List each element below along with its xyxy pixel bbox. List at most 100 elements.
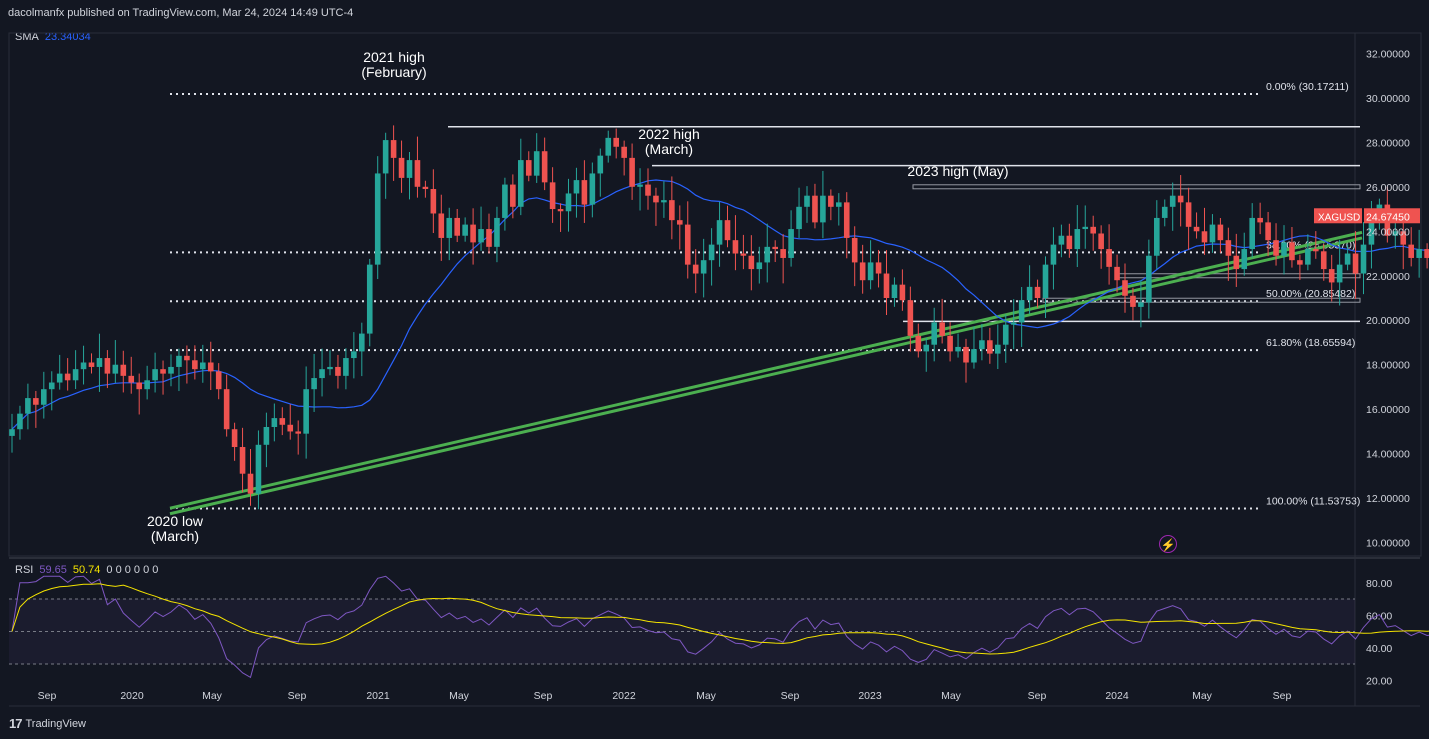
candle-body	[1185, 202, 1192, 227]
candle-body	[96, 358, 103, 367]
candle-body	[17, 413, 23, 430]
price-tick-label: 28.00000	[1366, 137, 1410, 149]
candle-body	[851, 237, 858, 263]
annotation-line2: (March)	[151, 528, 199, 544]
candle-body	[494, 217, 500, 247]
candle-body	[963, 346, 969, 363]
annotation-line1: 2021 high	[363, 49, 425, 65]
time-tick-label: May	[449, 690, 470, 702]
candle-body	[557, 209, 564, 212]
candle-body	[915, 335, 922, 352]
candle-body	[88, 362, 95, 367]
candle-body	[796, 206, 802, 230]
candle-body	[1177, 195, 1184, 203]
rsi-label: RSI	[15, 564, 34, 576]
rsi-legend[interactable]: RSI 59.65 50.74 0 0 0 0 0 0	[15, 564, 158, 576]
last-price-bg	[1364, 208, 1420, 224]
candle-body	[589, 173, 596, 205]
candle-body	[518, 160, 524, 207]
candle-body	[207, 362, 214, 372]
price-tick-label: 26.00000	[1366, 182, 1410, 194]
candle-body	[645, 184, 651, 196]
candle-body	[1050, 244, 1057, 265]
candle-body	[184, 355, 190, 361]
candle-body	[414, 160, 421, 187]
time-tick-label: May	[696, 690, 717, 702]
candle-body	[1368, 217, 1375, 245]
candle-body	[1042, 264, 1049, 298]
price-tick-label: 16.00000	[1366, 404, 1410, 416]
candle-body	[581, 180, 588, 205]
candle-body	[136, 382, 142, 390]
candle-body	[72, 369, 79, 381]
candle-body	[223, 389, 230, 430]
candle-body	[295, 431, 301, 434]
candle-body	[836, 202, 842, 207]
price-pane-frame	[8, 32, 1422, 557]
candle-body	[351, 351, 357, 359]
fib-level-label: 61.80% (18.65594)	[1266, 337, 1355, 349]
candle-body	[1146, 255, 1152, 303]
candle-body	[684, 224, 691, 265]
candle-body	[788, 229, 794, 258]
candle-body	[1408, 244, 1414, 258]
candle-body	[359, 333, 365, 352]
candle-body	[470, 224, 476, 243]
candle-body	[716, 220, 723, 245]
candle-body	[748, 255, 755, 270]
candle-body	[1281, 242, 1287, 256]
candle-body	[971, 349, 977, 363]
candle-body	[1074, 229, 1081, 250]
symbol-tag: XAGUSD	[1318, 212, 1360, 223]
time-tick-label: 2024	[1105, 690, 1129, 702]
time-tick-label: Sep	[288, 690, 307, 702]
candle-body	[525, 160, 532, 176]
candle-body	[1034, 286, 1041, 298]
candle-body	[1328, 269, 1335, 283]
candle-body	[510, 184, 516, 207]
fib-level-label: 100.00% (11.53753)	[1266, 495, 1360, 507]
candle-body	[1138, 302, 1144, 307]
annotation-line1: 2023 high (May)	[907, 163, 1008, 179]
candle-body	[1241, 249, 1248, 270]
candle-body	[398, 157, 405, 178]
sma-value: 23.34034	[44, 31, 91, 43]
candle-body	[732, 240, 739, 254]
candle-body	[303, 389, 309, 434]
flash-icon[interactable]: ⚡	[1159, 535, 1177, 553]
time-tick-label: Sep	[781, 690, 800, 702]
fib-level-label: 50.00% (20.85482)	[1266, 288, 1355, 300]
candle-body	[692, 264, 699, 274]
candle-body	[780, 249, 786, 258]
sma-legend[interactable]: SMA 23.34034	[15, 31, 91, 43]
candle-body	[406, 160, 413, 178]
candle-body	[128, 375, 135, 383]
annotation-line1: 2022 high	[638, 126, 700, 142]
candle-body	[430, 189, 437, 214]
sma-line	[11, 179, 1429, 430]
candle-body	[1066, 235, 1073, 250]
rsi-params: 0 0 0 0 0 0	[106, 564, 159, 576]
candle-body	[502, 184, 508, 218]
candle-body	[987, 340, 993, 354]
candle-body	[1161, 206, 1168, 218]
trendline-gap	[169, 234, 1363, 512]
candle-body	[1058, 235, 1065, 245]
tradingview-footer[interactable]: 17 TradingView	[9, 716, 86, 731]
candle-body	[112, 364, 119, 374]
candle-body	[1313, 249, 1319, 252]
candle-body	[343, 358, 349, 376]
candle-body	[1336, 264, 1343, 283]
rsi-tick-label: 40.00	[1366, 643, 1392, 655]
candle-body	[629, 157, 635, 187]
sma-label: SMA	[15, 31, 39, 43]
candle-body	[907, 300, 914, 336]
trendline	[169, 230, 1363, 510]
candle-body	[891, 284, 898, 298]
support-zone-2023	[1042, 297, 1361, 303]
candle-body	[215, 371, 222, 390]
candle-body	[995, 344, 1001, 354]
candle-body	[1002, 324, 1009, 345]
candle-body	[923, 344, 930, 352]
